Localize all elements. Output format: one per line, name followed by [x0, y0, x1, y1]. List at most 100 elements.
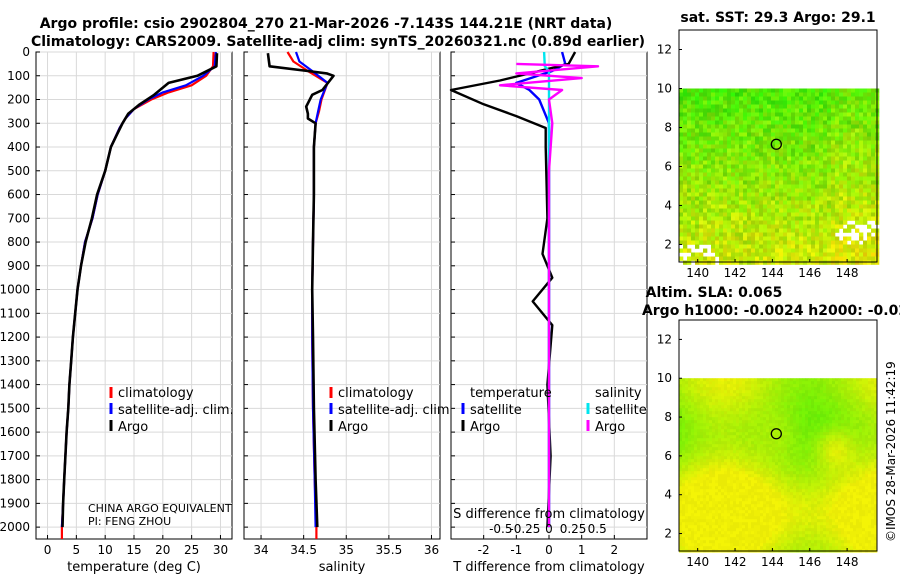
map-cell — [855, 148, 860, 153]
map-cell — [826, 486, 830, 490]
map-cell — [863, 120, 868, 125]
map-cell — [790, 477, 794, 481]
map-cell — [760, 393, 764, 397]
map-cell — [832, 429, 836, 433]
map-cell — [771, 92, 776, 97]
map-cell — [871, 260, 876, 265]
map-cell — [695, 132, 700, 137]
map-cell — [863, 144, 868, 149]
map-cell — [829, 432, 833, 436]
map-cell — [829, 459, 833, 463]
map-cell — [709, 432, 713, 436]
map-cell — [724, 474, 728, 478]
map-cell — [772, 423, 776, 427]
map-cell — [772, 402, 776, 406]
map-cell — [823, 104, 828, 109]
map-cell — [781, 399, 785, 403]
map-cell — [851, 200, 856, 205]
map-cell — [817, 399, 821, 403]
map-cell — [703, 396, 707, 400]
map-cell — [781, 468, 785, 472]
map-cell — [791, 124, 796, 129]
map-cell — [827, 108, 832, 113]
map-cell — [775, 92, 780, 97]
map-cell — [733, 438, 737, 442]
map-cell — [841, 420, 845, 424]
map-cell — [739, 429, 743, 433]
map-cell — [747, 180, 752, 185]
map-cell — [796, 426, 800, 430]
map-cell — [811, 204, 816, 209]
map-cell — [823, 450, 827, 454]
map-cell — [683, 116, 688, 121]
map-cell — [745, 447, 749, 451]
map-cell — [811, 120, 816, 125]
map-cell — [823, 140, 828, 145]
map-cell — [763, 252, 768, 257]
map-cell — [838, 399, 842, 403]
map-cell — [855, 184, 860, 189]
map-cell — [711, 160, 716, 165]
map-cell — [767, 196, 772, 201]
map-cell — [843, 248, 848, 253]
map-cell — [748, 465, 752, 469]
map-cell — [721, 432, 725, 436]
map-cell — [679, 456, 683, 460]
map-cell — [802, 435, 806, 439]
map-cell — [697, 456, 701, 460]
map-cell — [695, 224, 700, 229]
map-cell — [826, 408, 830, 412]
map-cell — [707, 224, 712, 229]
map-cell — [779, 196, 784, 201]
map-cell — [847, 459, 851, 463]
map-cell — [727, 417, 731, 421]
map-cell — [826, 432, 830, 436]
map-cell — [847, 108, 852, 113]
map-cell — [767, 132, 772, 137]
map-cell — [769, 465, 773, 469]
map-cell — [709, 468, 713, 472]
map-cell — [835, 435, 839, 439]
map-cell — [815, 220, 820, 225]
map-cell — [691, 220, 696, 225]
map-cell — [683, 172, 688, 177]
map-cell — [733, 390, 737, 394]
map-cell — [721, 387, 725, 391]
map-cell — [755, 164, 760, 169]
map-cell — [784, 399, 788, 403]
map-cell — [844, 435, 848, 439]
x-tick-label: 1 — [578, 543, 586, 557]
map-cell — [739, 456, 743, 460]
map-cell — [795, 216, 800, 221]
map-cell — [743, 88, 748, 93]
map-cell — [850, 489, 854, 493]
map-cell — [814, 447, 818, 451]
map-cell — [775, 140, 780, 145]
map-cell — [739, 172, 744, 177]
map-cell — [751, 387, 755, 391]
map-cell — [763, 492, 767, 496]
map-cell — [799, 483, 803, 487]
map-cell — [695, 260, 700, 265]
map-cell — [706, 384, 710, 388]
map-cell — [855, 248, 860, 253]
map-cell — [751, 168, 756, 173]
map-cell — [709, 459, 713, 463]
map-cell — [778, 411, 782, 415]
map-cell — [683, 204, 688, 209]
map-cell — [747, 244, 752, 249]
map-cell — [745, 426, 749, 430]
map-cell — [735, 92, 740, 97]
map-cell — [799, 200, 804, 205]
map-cell — [683, 152, 688, 157]
map-cell — [769, 393, 773, 397]
map-cell — [856, 432, 860, 436]
map-cell — [685, 399, 689, 403]
map-cell — [847, 429, 851, 433]
map-cell — [778, 453, 782, 457]
map-cell — [811, 168, 816, 173]
map-cell — [787, 471, 791, 475]
map-cell — [723, 140, 728, 145]
map-cell — [731, 172, 736, 177]
